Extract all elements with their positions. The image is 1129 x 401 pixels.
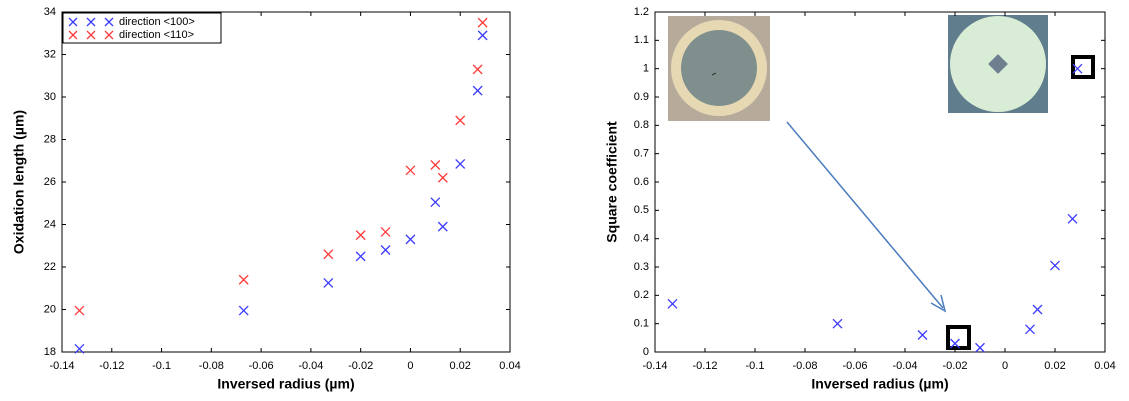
marker <box>380 226 391 237</box>
x-tick-label: -0.14 <box>642 360 667 372</box>
y-tick-label: 0.8 <box>634 119 649 131</box>
y-tick-label: 1 <box>643 63 649 75</box>
x-tick-label: -0.02 <box>348 360 373 372</box>
x-tick-label: 0.02 <box>1044 360 1065 372</box>
x-tick-label: 0.04 <box>499 360 520 372</box>
y-tick-label: 34 <box>44 6 56 18</box>
y-tick-label: 22 <box>44 261 56 273</box>
photo-ring <box>668 16 770 121</box>
marker <box>832 318 843 329</box>
y-tick-label: 20 <box>44 303 56 315</box>
marker <box>477 30 488 41</box>
marker <box>405 165 416 176</box>
y-tick-label: 0.2 <box>634 289 649 301</box>
marker <box>437 221 448 232</box>
arrow <box>786 121 947 313</box>
marker <box>430 160 441 170</box>
y-tick-label: 0.5 <box>634 204 649 216</box>
x-tick-label: 0.02 <box>450 360 471 372</box>
marker <box>1032 304 1043 315</box>
marker <box>1050 260 1060 271</box>
marker <box>355 251 366 262</box>
y-axis-label: Square coefficient <box>604 121 620 243</box>
x-axis-label: Inversed radius (µm) <box>217 376 354 392</box>
y-tick-label: 32 <box>44 48 56 60</box>
y-tick-label: 0.7 <box>634 148 649 160</box>
x-tick-label: -0.06 <box>249 360 274 372</box>
x-tick-label: -0.08 <box>199 360 224 372</box>
y-axis-label: Oxidation length (µm) <box>11 110 27 254</box>
marker <box>74 305 85 316</box>
legend-marker <box>68 17 78 27</box>
y-tick-label: 0.6 <box>634 176 649 188</box>
y-tick-label: 0.1 <box>634 318 649 330</box>
y-tick-label: 0 <box>643 346 649 358</box>
y-tick-label: 18 <box>44 346 56 358</box>
legend-marker <box>86 17 96 27</box>
x-tick-label: 0 <box>1002 360 1008 372</box>
legend-marker <box>104 17 114 27</box>
marker <box>405 234 416 245</box>
x-tick-label: -0.04 <box>892 360 917 372</box>
x-tick-label: -0.08 <box>792 360 817 372</box>
y-tick-label: 1.2 <box>634 6 649 18</box>
x-tick-label: -0.1 <box>746 360 765 372</box>
x-tick-label: 0.04 <box>1094 360 1115 372</box>
marker <box>472 85 483 96</box>
marker <box>667 298 678 309</box>
marker <box>323 277 334 288</box>
x-axis-label: Inversed radius (µm) <box>811 376 948 392</box>
y-tick-label: 0.9 <box>634 91 649 103</box>
y-tick-label: 1.1 <box>634 34 649 46</box>
y-tick-label: 24 <box>44 218 56 230</box>
photo-disc <box>948 15 1048 113</box>
x-tick-label: -0.14 <box>49 360 74 372</box>
marker <box>472 64 483 75</box>
x-tick-label: -0.1 <box>152 360 171 372</box>
marker <box>455 115 466 126</box>
highlight-box <box>1071 55 1095 79</box>
marker <box>238 274 249 285</box>
marker <box>950 338 960 349</box>
y-tick-label: 28 <box>44 133 56 145</box>
legend-label: direction <110> <box>119 29 194 41</box>
marker <box>430 197 441 208</box>
legend-box <box>62 12 222 44</box>
marker <box>477 17 488 28</box>
marker <box>975 342 985 353</box>
legend-label: direction <100> <box>119 16 195 28</box>
marker <box>1067 213 1078 224</box>
x-tick-label: -0.12 <box>692 360 717 372</box>
marker <box>1072 63 1083 74</box>
marker <box>238 305 249 316</box>
y-tick-label: 26 <box>44 176 56 188</box>
x-tick-label: -0.04 <box>298 360 323 372</box>
legend-marker <box>104 30 114 40</box>
x-tick-label: -0.06 <box>842 360 867 372</box>
marker <box>74 343 85 354</box>
legend-marker <box>68 30 78 40</box>
marker <box>323 249 334 260</box>
marker <box>355 230 366 241</box>
x-tick-label: 0 <box>407 360 413 372</box>
y-tick-label: 30 <box>44 91 56 103</box>
x-tick-label: -0.12 <box>99 360 124 372</box>
y-tick-label: 0.3 <box>634 261 649 273</box>
plot-frame <box>654 11 1106 353</box>
marker <box>455 158 466 169</box>
marker <box>1025 324 1035 335</box>
plot-frame <box>61 11 511 353</box>
marker <box>437 172 448 183</box>
x-tick-label: -0.02 <box>942 360 967 372</box>
marker <box>917 330 928 340</box>
legend-marker <box>86 30 96 40</box>
y-tick-label: 0.4 <box>634 233 649 245</box>
marker <box>380 245 391 255</box>
highlight-box <box>946 325 971 350</box>
